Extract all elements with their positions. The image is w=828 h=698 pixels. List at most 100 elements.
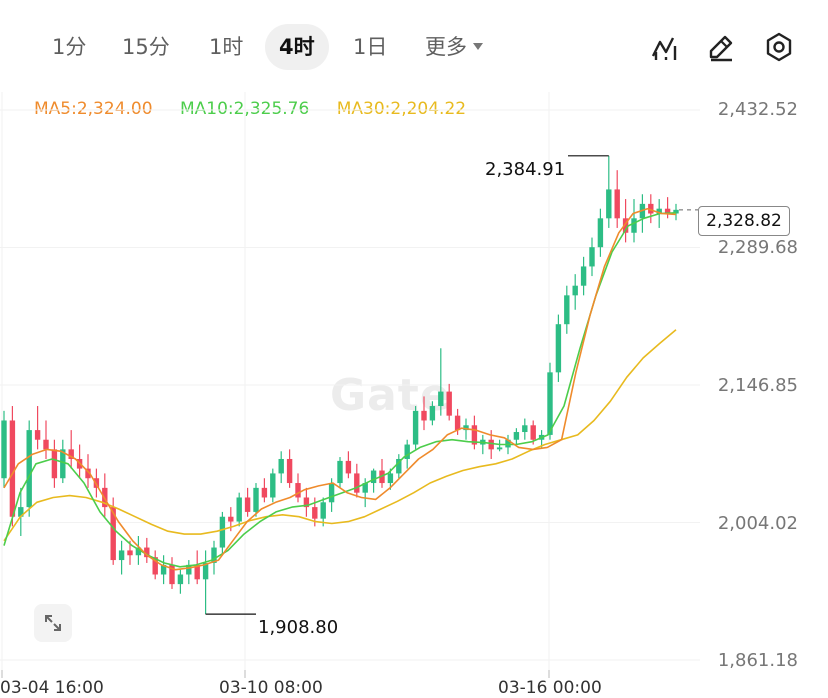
candle-down [488, 439, 494, 450]
candle-up [564, 295, 570, 325]
candle-down [110, 507, 116, 561]
candle-down [34, 430, 41, 440]
draw-pencil-icon[interactable] [704, 30, 738, 64]
candle-up [202, 562, 209, 580]
candle-down [228, 516, 234, 522]
candle-up [438, 391, 444, 407]
candlestick-chart[interactable] [0, 92, 828, 698]
candle-down [446, 391, 452, 416]
candle-up [496, 447, 503, 450]
candle-down [51, 449, 58, 479]
candle-down [648, 203, 654, 214]
chevron-down-icon [473, 42, 483, 50]
ma30-line [3, 329, 677, 542]
candle-down [295, 483, 301, 498]
candle-down [530, 425, 536, 440]
settings-hexagon-icon[interactable] [762, 30, 796, 64]
price-axis-label: 2,146.85 [717, 375, 798, 396]
candle-down [303, 497, 310, 508]
candle-down [194, 564, 200, 580]
candle-up [186, 564, 192, 575]
candle-down [421, 410, 427, 421]
candle-up [547, 372, 553, 435]
candle-down [354, 473, 360, 493]
candle-up [219, 516, 226, 548]
timeframe-more-dropdown[interactable]: 更多 [411, 24, 497, 70]
candle-down [68, 449, 74, 459]
candle-up [513, 432, 520, 440]
ma5-value: MA5:2,324.00 [34, 99, 153, 119]
expand-arrows-icon [45, 615, 61, 631]
candle-up [1, 420, 7, 479]
candle-up [160, 564, 167, 575]
timeframe-toolbar: 1分 15分 1时 4时 1日 更多 [0, 0, 828, 92]
candle-down [169, 564, 175, 585]
candle-up [18, 507, 24, 517]
time-axis-label: 03-10 08:00 [219, 678, 323, 698]
candle-up [328, 483, 335, 503]
ma30-value: MA30:2,204.22 [336, 99, 467, 119]
candle-up [253, 487, 259, 512]
candle-down [43, 439, 49, 450]
time-axis-label: 03-16 00:00 [498, 678, 602, 698]
markers-layer [205, 155, 698, 615]
candle-up [673, 209, 679, 214]
candle-up [404, 444, 410, 459]
candle-up [522, 425, 528, 433]
candle-down [614, 189, 620, 219]
candle-down [454, 415, 461, 431]
candle-down [85, 468, 91, 479]
current-price-tag: 2,328.82 [698, 206, 790, 236]
candle-up [606, 189, 612, 219]
candle-up [597, 218, 604, 248]
candle-up [631, 218, 637, 233]
timeframe-1d[interactable]: 1日 [353, 35, 388, 59]
candle-up [580, 266, 587, 286]
timeframe-1h[interactable]: 1时 [209, 35, 244, 59]
candle-up [412, 410, 419, 445]
candle-up [572, 285, 578, 296]
candle-up [135, 547, 142, 556]
price-axis-label: 2,004.02 [717, 513, 798, 534]
price-axis-label: 2,289.68 [717, 237, 798, 258]
candle-down [152, 557, 158, 575]
more-label: 更多 [425, 35, 467, 59]
candle-up [555, 324, 562, 373]
candle-down [312, 507, 318, 519]
candle-down [144, 547, 150, 558]
candle-down [286, 458, 293, 484]
fullscreen-expand-button[interactable] [34, 604, 72, 642]
candle-up [60, 449, 66, 479]
candle-up [505, 439, 511, 448]
indicator-chart-icon[interactable] [648, 30, 682, 64]
candle-up [320, 502, 326, 519]
candle-up [118, 550, 125, 561]
candle-up [211, 547, 217, 563]
candle-up [236, 497, 242, 522]
candle-down [345, 460, 352, 474]
candle-up [387, 473, 394, 484]
chart-grid [0, 92, 700, 678]
candle-up [278, 458, 284, 474]
candle-up [177, 574, 184, 585]
ma-lines-layer [3, 207, 677, 571]
ma5-line [3, 207, 677, 571]
candle-up [337, 460, 343, 484]
timeframe-4h[interactable]: 4时 [265, 24, 329, 70]
candle-up [26, 430, 32, 508]
candle-up [362, 483, 368, 493]
timeframe-15m[interactable]: 15分 [122, 35, 170, 59]
candle-up [589, 247, 595, 267]
ma10-line [3, 212, 677, 568]
candle-down [471, 425, 478, 445]
candle-down [261, 487, 268, 498]
time-axis-label: 03-04 16:00 [0, 678, 104, 698]
period-low-label: 1,908.80 [258, 617, 339, 638]
candle-up [656, 208, 662, 214]
candle-up [429, 406, 436, 421]
candle-down [664, 208, 671, 214]
timeframe-1m[interactable]: 1分 [52, 35, 87, 59]
candle-up [270, 473, 276, 498]
candle-down [622, 218, 629, 233]
candle-up [396, 458, 402, 474]
